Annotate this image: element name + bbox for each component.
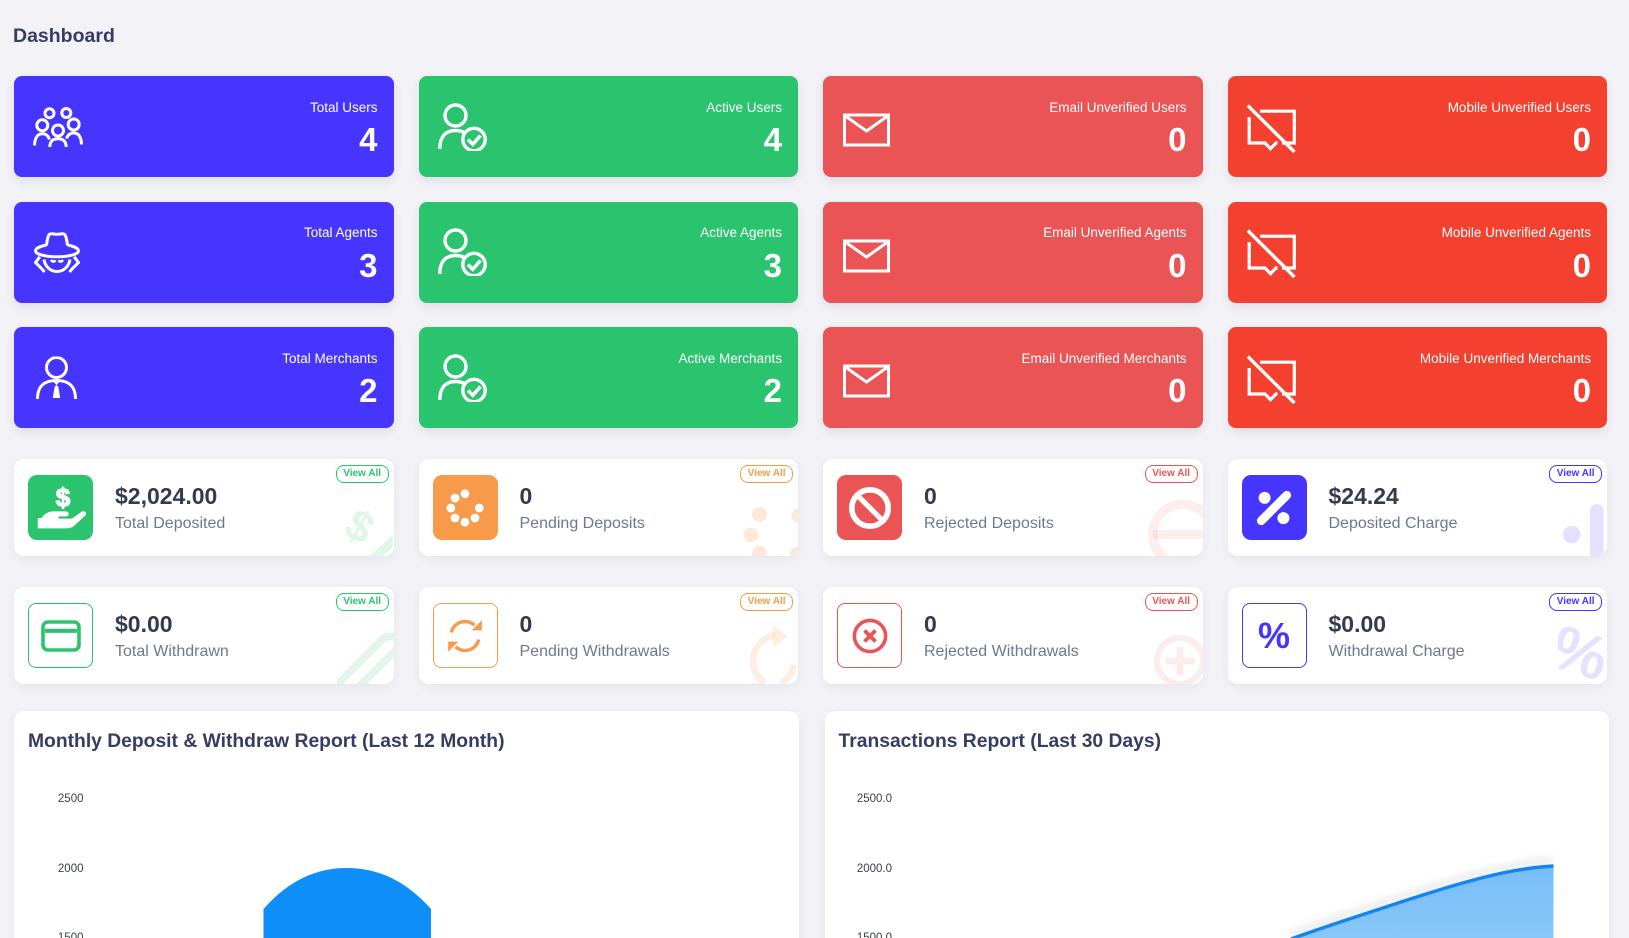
svg-text:$: $ (56, 483, 71, 513)
svg-text:$: $ (339, 499, 382, 554)
svg-text:%: % (1558, 627, 1608, 684)
